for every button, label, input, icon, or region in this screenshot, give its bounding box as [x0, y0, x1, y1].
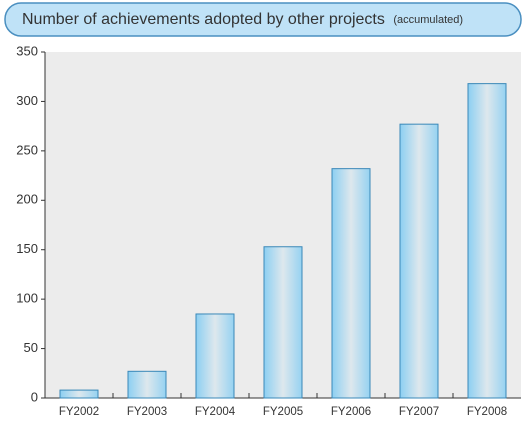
x-tick-label: FY2005 [263, 406, 303, 418]
y-tick-label: 0 [31, 389, 38, 404]
x-tick-label: FY2004 [195, 406, 236, 418]
y-tick-label: 250 [16, 142, 38, 157]
bar [59, 389, 99, 399]
x-tick-label: FY2007 [399, 406, 439, 418]
chart-title: Number of achievements adopted by other … [22, 11, 463, 28]
bar [263, 246, 303, 399]
y-tick-label: 150 [16, 241, 38, 256]
bar [195, 313, 235, 399]
x-tick-label: FY2008 [467, 406, 507, 418]
title-main: Number of achievements adopted by other … [22, 11, 385, 28]
x-tick-label: FY2006 [331, 406, 371, 418]
bar [331, 168, 371, 399]
chart-subtitle: (accumulated) [393, 14, 463, 26]
x-tick-label: FY2003 [127, 406, 167, 418]
y-tick-label: 200 [16, 192, 38, 207]
y-tick-label: 300 [16, 93, 38, 108]
bar [127, 370, 167, 399]
y-tick-label: 350 [16, 43, 38, 58]
bar [467, 83, 507, 399]
y-tick-label: 100 [16, 291, 38, 306]
x-tick-label: FY2002 [59, 406, 99, 418]
title-pill [4, 2, 522, 37]
bar [399, 123, 439, 399]
y-tick-label: 50 [24, 340, 38, 355]
